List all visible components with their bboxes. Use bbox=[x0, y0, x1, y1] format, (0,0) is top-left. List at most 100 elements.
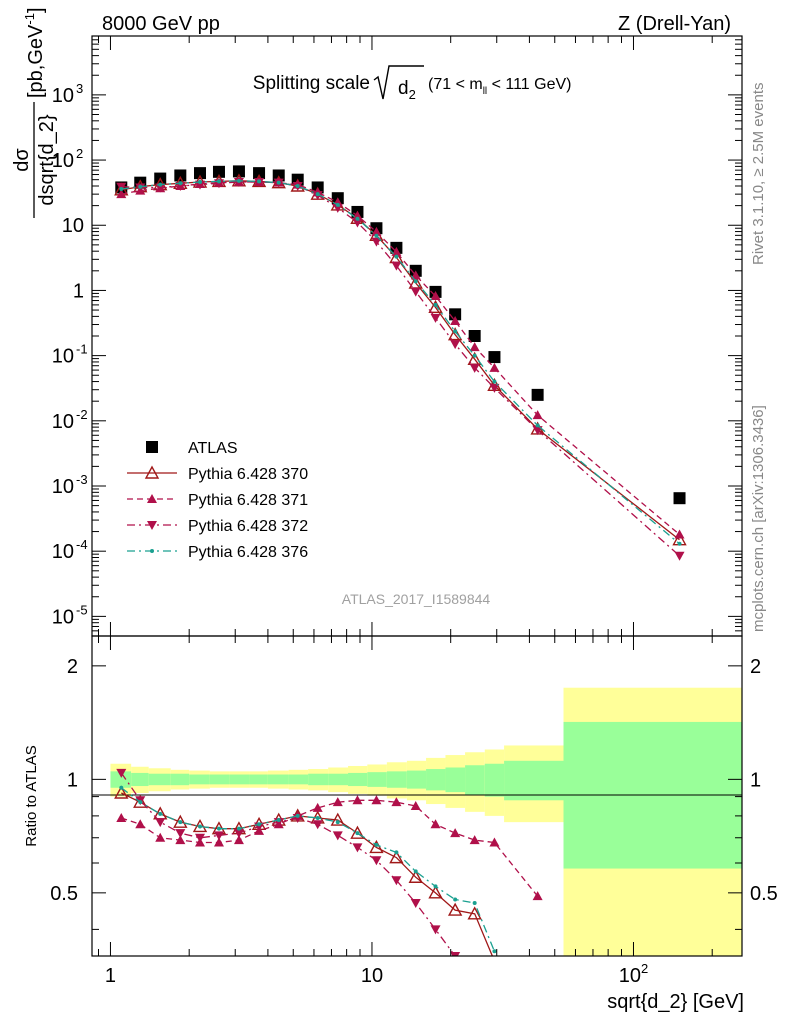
main-data-point bbox=[394, 254, 399, 259]
main-data-point bbox=[178, 181, 183, 186]
x-tick-label: 102 bbox=[619, 961, 648, 987]
ratio-data-point bbox=[371, 856, 382, 866]
main-data-point bbox=[410, 287, 421, 297]
ratio-band-green bbox=[426, 769, 446, 791]
ratio-data-point bbox=[391, 876, 402, 886]
main-data-point bbox=[492, 379, 497, 384]
ratio-data-point bbox=[428, 885, 443, 899]
ratio-series-line bbox=[120, 772, 457, 956]
main-y-tick-label: 1 bbox=[73, 280, 84, 302]
main-y-tick-label: 10 2 bbox=[52, 146, 83, 172]
main-data-point bbox=[489, 383, 500, 393]
main-y-tick-label: 10 -1 bbox=[52, 342, 88, 368]
main-data-point bbox=[531, 388, 544, 401]
ratio-band-green bbox=[209, 774, 230, 785]
ratio-data-point bbox=[430, 819, 441, 829]
ratio-data-point bbox=[453, 897, 458, 902]
ratio-band-green bbox=[189, 774, 210, 785]
main-data-point bbox=[355, 216, 360, 221]
main-data-point bbox=[236, 178, 241, 183]
main-data-point bbox=[677, 541, 682, 546]
header-left: 8000 GeV pp bbox=[102, 13, 220, 35]
ratio-band-green bbox=[406, 770, 427, 789]
ratio-band-green bbox=[249, 774, 268, 785]
main-data-point bbox=[391, 261, 402, 271]
main-data-point bbox=[158, 182, 163, 187]
side-label-bottom-group: mcplots.cern.ch [arXiv:1306.3436] bbox=[750, 405, 767, 632]
ratio-data-point bbox=[315, 815, 320, 820]
main-data-point bbox=[472, 353, 477, 358]
main-data-point bbox=[174, 169, 187, 182]
ratio-data-point bbox=[369, 839, 384, 854]
main-data-point bbox=[433, 302, 438, 307]
main-data-point bbox=[119, 186, 124, 191]
ratio-data-point bbox=[450, 828, 461, 838]
main-series bbox=[114, 165, 687, 561]
ratio-data-point bbox=[175, 835, 186, 845]
ratio-band-green bbox=[267, 774, 289, 785]
ratio-data-point bbox=[175, 829, 186, 839]
ylabel-denominator: dsqrt{d_2} bbox=[36, 114, 58, 206]
legend-marker bbox=[147, 521, 157, 530]
ratio-data-point bbox=[447, 902, 463, 916]
ratio-band-green bbox=[465, 765, 485, 795]
ratio-band-green bbox=[348, 772, 368, 787]
ratio-data-point bbox=[213, 837, 224, 847]
main-data-point bbox=[673, 492, 686, 505]
ratio-data-point bbox=[195, 833, 206, 843]
title-text: Splitting scale bbox=[253, 73, 370, 94]
ratio-uncertainty-bands bbox=[110, 687, 742, 956]
main-series-4 bbox=[119, 178, 682, 546]
legend-entry-3: Pythia 6.428 372 bbox=[127, 518, 308, 535]
ratio-data-point bbox=[116, 768, 127, 778]
main-data-point bbox=[216, 179, 221, 184]
main-series-line bbox=[121, 181, 680, 535]
ratio-data-point bbox=[233, 835, 244, 845]
ratio-band-green bbox=[367, 772, 387, 787]
ratio-y-tick-label: 1 bbox=[67, 769, 78, 791]
main-data-point bbox=[488, 351, 501, 364]
main-data-point bbox=[532, 426, 543, 436]
ratio-data-point bbox=[233, 829, 244, 839]
ratio-band-green bbox=[445, 767, 466, 793]
main-data-point bbox=[194, 167, 207, 180]
ratio-band-green bbox=[170, 773, 190, 786]
ratio-frame bbox=[91, 635, 743, 957]
ratio-band-green bbox=[386, 771, 407, 788]
ratio-data-point bbox=[178, 820, 183, 825]
main-data-point bbox=[138, 184, 143, 189]
ratio-series-line bbox=[120, 787, 496, 952]
ratio-data-point bbox=[450, 952, 461, 956]
axes: 1 10 102 10-5 10-4 10-3 10-2 10 -1 1 10 10 2 10 3 0.5 0.… bbox=[50, 35, 778, 987]
legend: ATLAS Pythia 6.428 370 Pythia 6.428 371 Pyt… bbox=[127, 440, 308, 561]
ratio-data-point bbox=[469, 835, 480, 845]
main-y-tick-label: 10 -2 bbox=[52, 407, 88, 433]
ratio-series-line bbox=[121, 792, 494, 956]
ratio-y-tick-label-right: 0.5 bbox=[750, 883, 778, 905]
y-axis-title-main: dσ dsqrt{d_2} [pb,GeV-1] bbox=[11, 7, 58, 218]
ratio-data-point bbox=[352, 795, 363, 805]
legend-entry-2: Pythia 6.428 371 bbox=[127, 492, 308, 509]
ratio-data-point bbox=[391, 797, 402, 807]
legend-label: Pythia 6.428 372 bbox=[188, 518, 308, 535]
main-data-point bbox=[253, 167, 266, 180]
main-data-point bbox=[195, 180, 206, 190]
ratio-data-point bbox=[312, 802, 323, 812]
ratio-data-point bbox=[410, 800, 421, 810]
x-axis-title: sqrt{d_2} [GeV] bbox=[607, 991, 744, 1013]
ratio-y-tick-label: 2 bbox=[67, 656, 78, 678]
main-series-1 bbox=[114, 173, 687, 546]
ratio-data-point bbox=[374, 842, 379, 847]
main-data-point bbox=[371, 237, 382, 247]
main-data-point bbox=[232, 165, 245, 178]
ratio-y-tick-label-right: 2 bbox=[750, 656, 761, 678]
legend-marker bbox=[146, 441, 158, 453]
ratio-data-point bbox=[173, 814, 188, 828]
ratio-data-point bbox=[472, 900, 477, 905]
main-y-tick-label: 10 bbox=[62, 215, 84, 237]
ratio-data-point bbox=[394, 850, 399, 855]
watermark: ATLAS_2017_I1589844 bbox=[342, 591, 491, 607]
ratio-band-green bbox=[110, 771, 132, 788]
main-data-point bbox=[212, 165, 225, 178]
